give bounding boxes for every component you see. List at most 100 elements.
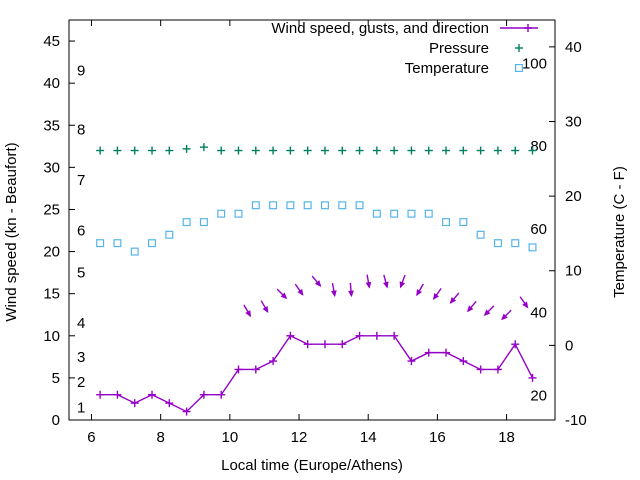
plus-marker <box>338 146 347 155</box>
plus-marker <box>372 331 381 340</box>
plus-marker <box>355 146 364 155</box>
fahrenheit-label: 40 <box>530 305 547 322</box>
data-series-group <box>96 143 537 416</box>
wind-vector-head <box>416 289 422 297</box>
beaufort-label: 9 <box>77 63 85 80</box>
square-marker <box>372 209 381 218</box>
plus-marker <box>130 399 139 408</box>
plus-marker <box>165 146 174 155</box>
y-tick-label: 45 <box>43 33 60 50</box>
x-tick-label: 10 <box>222 429 239 446</box>
plus-marker <box>372 146 381 155</box>
plus-marker <box>234 146 243 155</box>
beaufort-scale-labels: 1 2 3 4 5 6 7 8 9 <box>77 63 85 417</box>
plus-marker <box>251 146 260 155</box>
plus-marker <box>407 357 416 366</box>
chart-legend: Wind speed, gusts, and direction Pressure… <box>271 20 538 77</box>
beaufort-label: 7 <box>77 172 85 189</box>
plot-border <box>68 19 556 421</box>
wind-vector-head <box>483 309 491 316</box>
plus-marker <box>251 365 260 374</box>
wind-vector-head <box>280 292 288 300</box>
square-marker <box>96 239 105 248</box>
wind-vector-head <box>383 281 389 289</box>
square-marker <box>165 230 174 239</box>
square-marker <box>459 218 468 227</box>
y-tick-label: 5 <box>52 370 60 387</box>
square-marker <box>113 239 122 248</box>
wind-vector-head <box>449 296 457 304</box>
plus-marker <box>524 24 532 32</box>
wind-vector-head <box>314 280 322 287</box>
plus-marker <box>96 146 105 155</box>
y-tick-label: 15 <box>43 286 60 303</box>
wind-vector-head <box>399 281 406 289</box>
square-marker <box>286 201 295 210</box>
y-axis-title: Wind speed (kn - Beaufort) <box>3 142 20 321</box>
x-tick-label: 8 <box>156 429 164 446</box>
square-marker <box>130 247 139 256</box>
wind-vector-head <box>245 310 252 318</box>
plus-marker <box>148 390 157 399</box>
plus-marker <box>199 390 208 399</box>
plus-marker <box>113 390 122 399</box>
plus-marker <box>424 348 433 357</box>
square-marker <box>320 201 329 210</box>
x-tick-label: 6 <box>87 429 95 446</box>
wind-vector-head <box>467 305 474 313</box>
series-3 <box>96 201 537 256</box>
square-marker <box>199 218 208 227</box>
wind-vector-head <box>262 305 269 314</box>
plus-marker <box>269 146 278 155</box>
y2-axis-title: Temperature (C - F) <box>611 166 628 298</box>
wind-speed-line <box>100 334 534 413</box>
plus-marker <box>286 331 295 340</box>
y-tick-label: 40 <box>43 75 60 92</box>
square-marker <box>424 209 433 218</box>
fahrenheit-label: 20 <box>530 387 547 404</box>
y-tick-label: 10 <box>43 328 60 345</box>
x-tick-label: 14 <box>360 429 377 446</box>
plus-marker <box>528 373 537 382</box>
wind-vector-head <box>522 301 529 309</box>
y-tick-label: 25 <box>43 201 60 218</box>
plus-marker <box>148 146 157 155</box>
y2-axis-ticks: -10 0 10 20 30 40 <box>549 39 587 429</box>
plus-marker <box>459 357 468 366</box>
plus-marker <box>476 365 485 374</box>
plus-marker <box>217 390 226 399</box>
plus-marker <box>493 365 502 374</box>
plus-marker <box>338 340 347 349</box>
fahrenheit-label: 60 <box>530 221 547 238</box>
plus-marker <box>320 146 329 155</box>
plus-marker <box>130 146 139 155</box>
y2-tick-label: 10 <box>565 263 582 280</box>
wind-vector-head <box>330 290 337 298</box>
y-tick-label: 20 <box>43 244 60 261</box>
y2-tick-label: 20 <box>565 188 582 205</box>
beaufort-label: 3 <box>77 349 85 366</box>
x-tick-label: 18 <box>498 429 515 446</box>
plus-marker <box>528 146 537 155</box>
plus-marker <box>442 348 451 357</box>
plus-marker <box>511 340 520 349</box>
y-tick-label: 30 <box>43 159 60 176</box>
square-marker <box>217 209 226 218</box>
wind-vector-head <box>365 281 372 289</box>
square-marker <box>390 209 399 218</box>
plus-marker <box>390 146 399 155</box>
square-marker <box>514 63 523 72</box>
plus-marker <box>165 399 174 408</box>
square-marker <box>493 239 502 248</box>
plus-marker <box>515 44 523 52</box>
legend-label-2: Temperature <box>405 60 489 77</box>
square-marker <box>442 218 451 227</box>
beaufort-label: 6 <box>77 223 85 240</box>
plus-marker <box>424 146 433 155</box>
series-1 <box>243 274 529 321</box>
square-marker <box>251 201 260 210</box>
plus-marker <box>355 331 364 340</box>
